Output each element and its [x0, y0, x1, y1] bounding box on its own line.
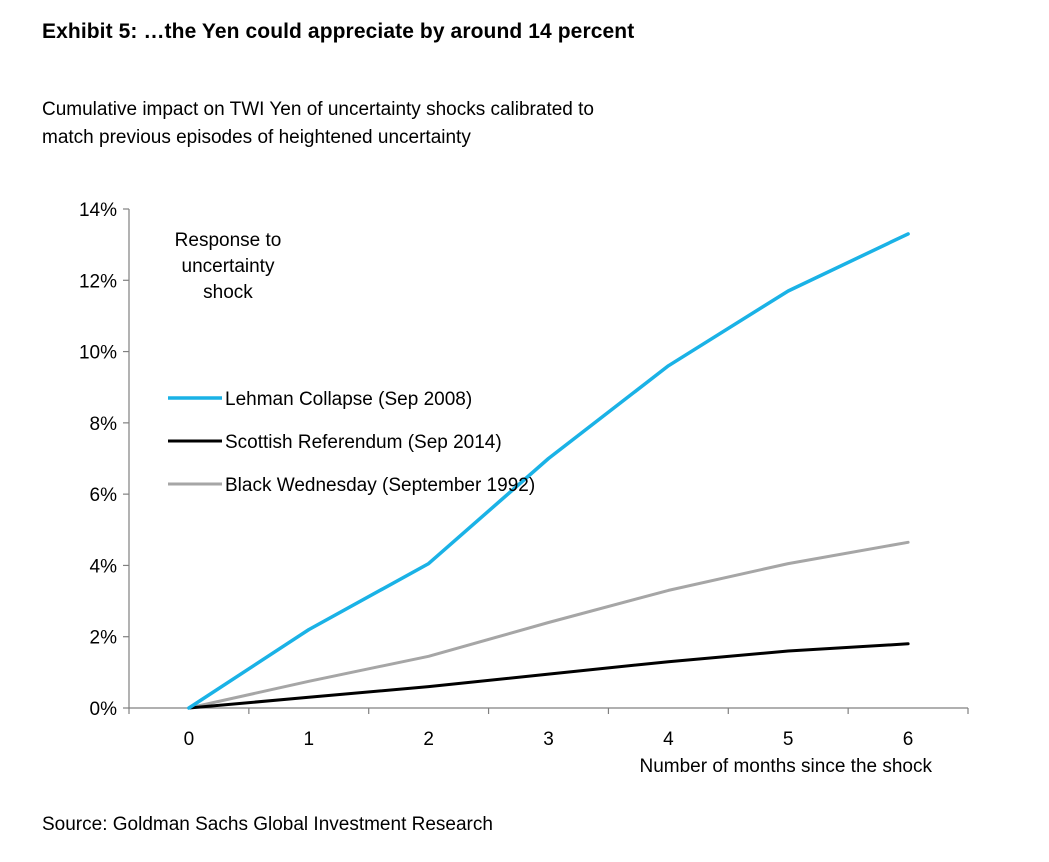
y-tick-label: 10%: [79, 343, 117, 364]
y-tick-label: 12%: [79, 271, 117, 292]
series-line-1: [187, 232, 910, 710]
source-note: Source: Goldman Sachs Global Investment …: [42, 814, 493, 835]
line-chart: 0% 2% 4% 6% 8% 10% 12% 14% 0 1 2 3 4 5 6 Response to u…: [79, 200, 969, 777]
chart-subtitle-line-2: match previous episodes of heightened un…: [42, 127, 471, 148]
legend-title-line: Response to: [175, 230, 282, 251]
legend-label: Black Wednesday (September 1992): [225, 475, 535, 496]
y-tick-label: 2%: [90, 628, 118, 649]
series-lines: [187, 232, 910, 710]
chart-subtitle-line-1: Cumulative impact on TWI Yen of uncertai…: [42, 99, 594, 120]
x-tick-label: 5: [783, 729, 794, 750]
exhibit-title: Exhibit 5: …the Yen could appreciate by …: [42, 20, 635, 43]
legend-title-line: shock: [203, 282, 253, 303]
legend-title-line: uncertainty: [182, 256, 275, 277]
x-tick-label: 2: [423, 729, 434, 750]
y-tick-label: 0%: [90, 699, 118, 720]
y-tick-label: 4%: [90, 556, 118, 577]
x-axis-label: Number of months since the shock: [639, 756, 932, 777]
x-axis: 0 1 2 3 4 5 6: [128, 707, 969, 750]
series-line-2: [187, 642, 910, 710]
y-tick-label: 8%: [90, 414, 118, 435]
legend-title: Response to uncertainty shock: [175, 230, 282, 303]
x-tick-label: 1: [303, 729, 314, 750]
chart-subtitle: Cumulative impact on TWI Yen of uncertai…: [42, 96, 762, 152]
legend: Lehman Collapse (Sep 2008) Scottish Refer…: [168, 389, 535, 496]
x-tick-label: 6: [903, 729, 914, 750]
x-tick-label: 3: [543, 729, 554, 750]
y-tick-label: 6%: [90, 485, 118, 506]
x-tick-label: 0: [184, 729, 195, 750]
legend-label: Scottish Referendum (Sep 2014): [225, 432, 502, 453]
x-tick-label: 4: [663, 729, 674, 750]
legend-label: Lehman Collapse (Sep 2008): [225, 389, 472, 410]
y-tick-label: 14%: [79, 200, 117, 221]
series-line-3: [187, 540, 910, 710]
y-axis: 0% 2% 4% 6% 8% 10% 12% 14%: [79, 200, 130, 720]
